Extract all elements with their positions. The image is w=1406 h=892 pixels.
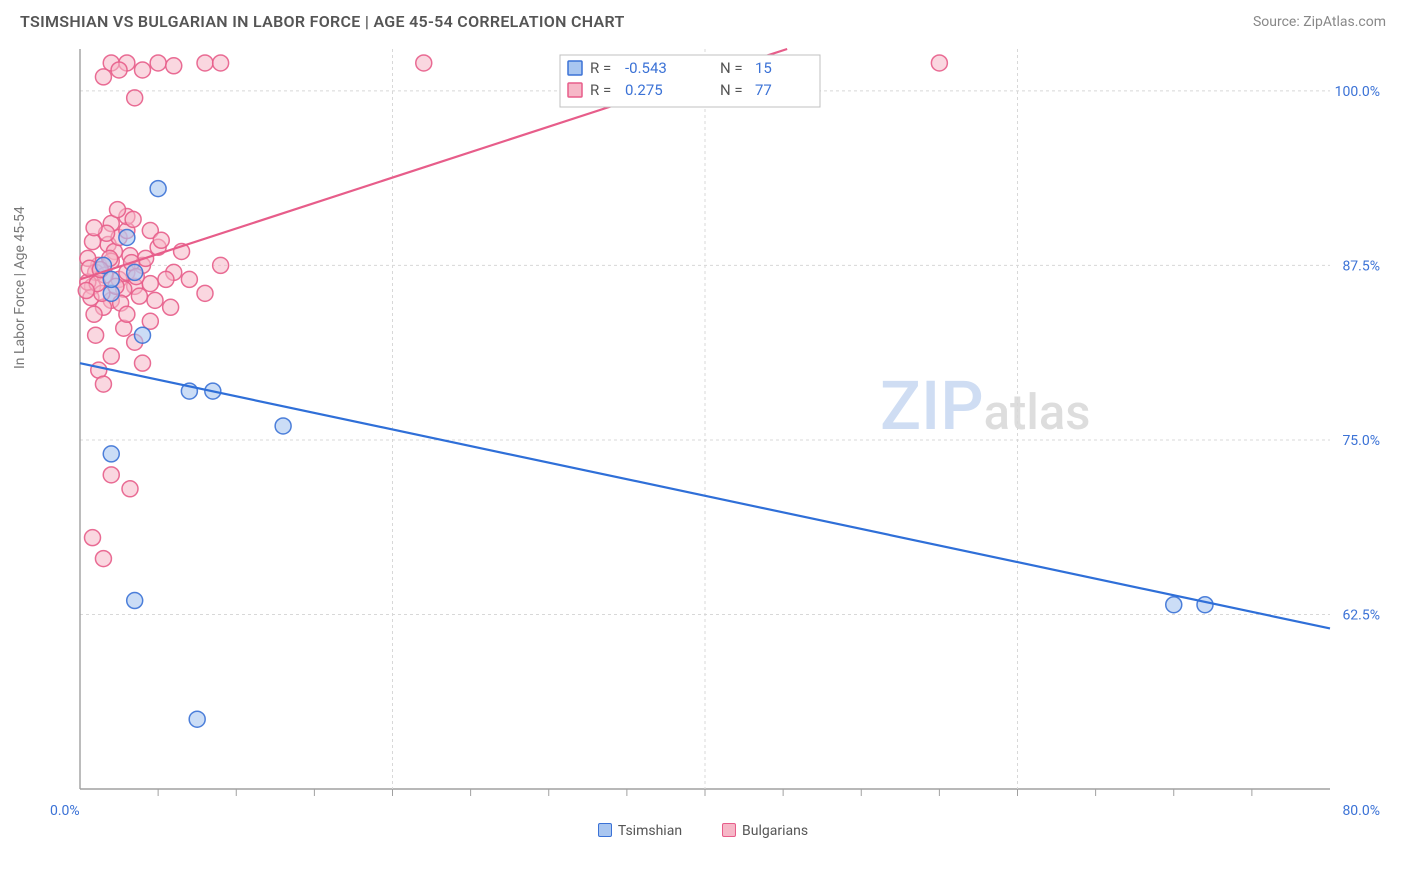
- svg-text:0.0%: 0.0%: [50, 803, 80, 819]
- svg-text:62.5%: 62.5%: [1342, 607, 1380, 623]
- svg-text:80.0%: 80.0%: [1342, 803, 1380, 819]
- svg-text:R =: R =: [590, 81, 611, 99]
- svg-text:100.0%: 100.0%: [1335, 84, 1380, 100]
- svg-text:ZIPatlas: ZIPatlas: [880, 366, 1090, 446]
- chart-title: TSIMSHIAN VS BULGARIAN IN LABOR FORCE | …: [20, 12, 625, 31]
- legend-item: Tsimshian: [598, 823, 682, 839]
- svg-text:75.0%: 75.0%: [1342, 433, 1380, 449]
- svg-text:N =: N =: [720, 59, 743, 77]
- svg-text:15: 15: [755, 59, 772, 77]
- chart-header: TSIMSHIAN VS BULGARIAN IN LABOR FORCE | …: [0, 0, 1406, 39]
- chart-source: Source: ZipAtlas.com: [1253, 14, 1386, 30]
- svg-text:87.5%: 87.5%: [1342, 258, 1380, 274]
- svg-text:R =: R =: [590, 59, 611, 77]
- svg-text:-0.543: -0.543: [625, 59, 667, 77]
- legend-item: Bulgarians: [722, 823, 808, 839]
- chart-legend: Tsimshian Bulgarians: [0, 823, 1406, 839]
- y-axis-label: In Labor Force | Age 45-54: [12, 206, 28, 369]
- scatter-chart: 62.5% 75.0% 87.5% 100.0% 0.0% 80.0% ZIPatlas R …: [20, 39, 1386, 819]
- svg-text:0.275: 0.275: [625, 81, 663, 99]
- legend-swatch: [598, 823, 612, 837]
- legend-swatch: [722, 823, 736, 837]
- chart-container: In Labor Force | Age 45-54 62.5%75.0%87.…: [20, 39, 1386, 819]
- svg-text:N =: N =: [720, 81, 743, 99]
- svg-text:77: 77: [755, 81, 772, 99]
